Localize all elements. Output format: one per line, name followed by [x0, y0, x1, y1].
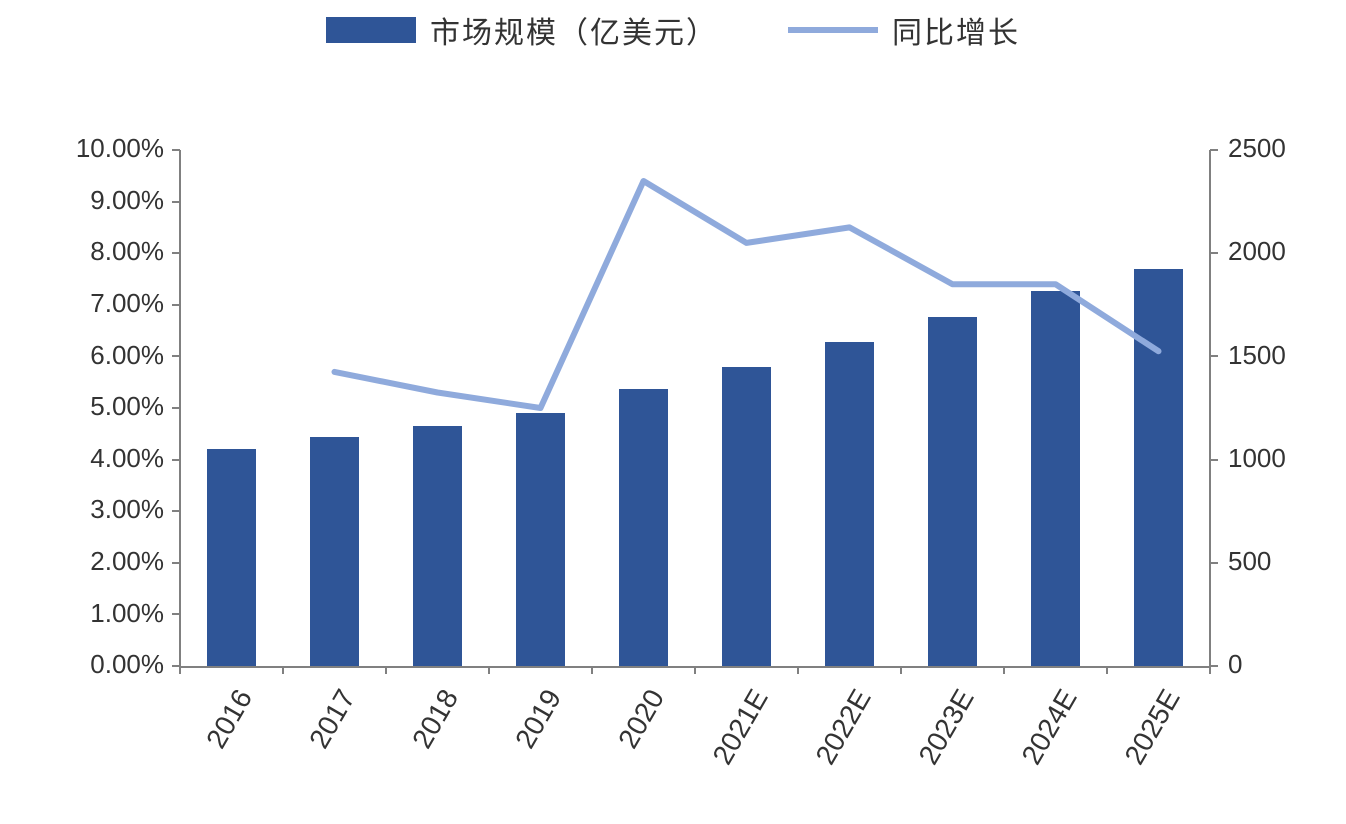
y-left-tick — [172, 407, 180, 409]
plot-area: 0.00%1.00%2.00%3.00%4.00%5.00%6.00%7.00%… — [180, 150, 1210, 666]
y-right-tick — [1210, 252, 1218, 254]
y-left-tick — [172, 252, 180, 254]
y-right-tick — [1210, 665, 1218, 667]
y-right-tick — [1210, 562, 1218, 564]
y-right-label: 0 — [1228, 649, 1242, 680]
y-left-label: 7.00% — [4, 288, 164, 319]
y-left-tick — [172, 510, 180, 512]
y-left-tick — [172, 201, 180, 203]
y-left-label: 4.00% — [4, 443, 164, 474]
x-category-label: 2025E — [1118, 684, 1186, 770]
y-left-label: 10.00% — [4, 133, 164, 164]
x-tick — [385, 666, 387, 674]
y-left-tick — [172, 355, 180, 357]
y-right-label: 2000 — [1228, 236, 1286, 267]
legend-swatch-line — [788, 27, 878, 33]
x-tick — [179, 666, 181, 674]
legend-label-line: 同比增长 — [892, 8, 1020, 52]
legend-label-bar: 市场规模（亿美元） — [430, 8, 718, 52]
y-left-label: 3.00% — [4, 494, 164, 525]
x-tick — [900, 666, 902, 674]
legend-item-line: 同比增长 — [788, 8, 1020, 52]
growth-line — [335, 181, 1159, 408]
x-tick — [282, 666, 284, 674]
y-left-tick — [172, 613, 180, 615]
y-right-label: 1000 — [1228, 443, 1286, 474]
chart-container: 市场规模（亿美元） 同比增长 0.00%1.00%2.00%3.00%4.00%… — [0, 0, 1346, 824]
x-tick — [797, 666, 799, 674]
y-left-tick — [172, 459, 180, 461]
y-left-tick — [172, 562, 180, 564]
y-left-label: 8.00% — [4, 236, 164, 267]
x-tick — [694, 666, 696, 674]
x-tick — [1003, 666, 1005, 674]
y-right-tick — [1210, 459, 1218, 461]
line-series — [180, 150, 1210, 666]
legend-swatch-bar — [326, 17, 416, 43]
y-left-label: 1.00% — [4, 598, 164, 629]
y-right-tick — [1210, 149, 1218, 151]
y-left-label: 6.00% — [4, 340, 164, 371]
y-left-label: 9.00% — [4, 185, 164, 216]
legend-item-bar: 市场规模（亿美元） — [326, 8, 718, 52]
x-tick — [591, 666, 593, 674]
y-left-label: 5.00% — [4, 391, 164, 422]
y-left-tick — [172, 149, 180, 151]
legend: 市场规模（亿美元） 同比增长 — [0, 8, 1346, 52]
x-tick — [1106, 666, 1108, 674]
y-right-label: 500 — [1228, 546, 1271, 577]
y-left-label: 0.00% — [4, 649, 164, 680]
y-left-label: 2.00% — [4, 546, 164, 577]
x-tick — [1209, 666, 1211, 674]
y-left-tick — [172, 304, 180, 306]
x-label-wrap: 2025E — [959, 684, 1159, 704]
x-tick — [488, 666, 490, 674]
y-right-label: 1500 — [1228, 340, 1286, 371]
y-right-tick — [1210, 355, 1218, 357]
y-right-label: 2500 — [1228, 133, 1286, 164]
